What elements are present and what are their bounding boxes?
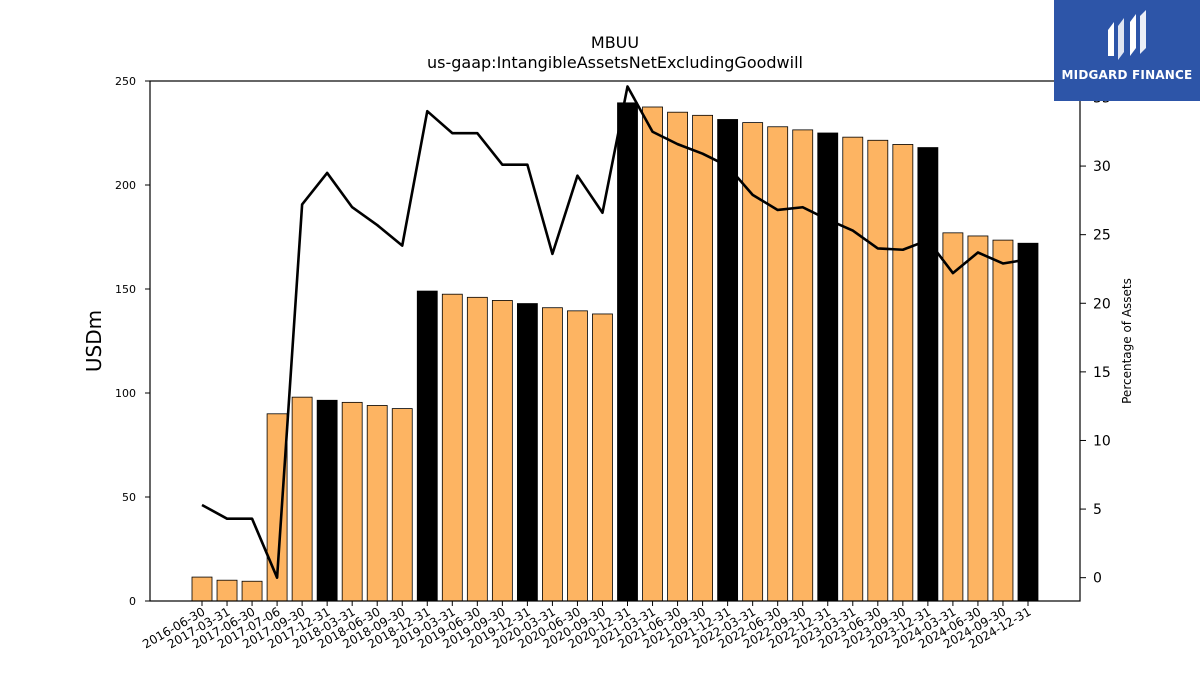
bar-2021-06-30: [667, 111, 688, 602]
y2-tick-label: 20: [1093, 296, 1111, 312]
bar-2019-09-30: [491, 300, 513, 602]
bar-2020-12-31: [617, 102, 638, 602]
y2-tick-label: 5: [1093, 502, 1102, 518]
plot-frame: [149, 80, 1081, 602]
y2-tick-label: 0: [1093, 571, 1102, 587]
bar-2018-06-30: [366, 405, 388, 602]
y2-tick-label: 25: [1093, 228, 1111, 244]
bar-2023-09-30: [892, 144, 914, 602]
bar-2017-09-30: [291, 396, 313, 602]
bar-2018-09-30: [391, 408, 413, 602]
bar-2022-06-30: [767, 126, 789, 602]
bar-2023-03-31: [842, 136, 864, 602]
y-tick-label: 250: [115, 75, 136, 88]
bar-2024-09-30: [992, 239, 1014, 602]
bar-2022-12-31: [817, 132, 839, 602]
y-tick-label: 200: [115, 179, 136, 192]
chart-subtitle: us-gaap:IntangibleAssetsNetExcludingGood…: [427, 53, 803, 72]
x-axis: 2016-06-302017-03-312017-06-302017-07-06…: [140, 601, 1033, 651]
percentage-line: [201, 85, 1029, 579]
bar-2017-06-30: [241, 580, 263, 602]
bar-2021-12-31: [717, 119, 739, 602]
bar-2018-03-31: [341, 401, 363, 602]
bar-2024-06-30: [967, 235, 989, 602]
bar-2016-06-30: [191, 576, 213, 602]
bar-2024-03-31: [942, 232, 964, 602]
bar-2021-09-30: [692, 114, 713, 602]
chart-title: MBUU: [591, 33, 639, 52]
bar-2018-12-31: [416, 290, 438, 602]
bar-2019-03-31: [441, 293, 463, 602]
y2-tick-label: 15: [1093, 365, 1111, 381]
y2-axis: 05101520253035: [1080, 90, 1111, 587]
brand-logo: MIDGARD FINANCE: [1054, 0, 1200, 101]
y-tick-label: 50: [122, 491, 136, 504]
bar-2019-06-30: [466, 296, 488, 602]
bar-2021-03-31: [642, 106, 663, 602]
bar-2017-03-31: [216, 579, 238, 602]
midgard-logo-icon: [1108, 10, 1146, 60]
bar-2020-09-30: [592, 313, 613, 602]
y-tick-label: 0: [129, 595, 136, 608]
y-axis-label: USDm: [82, 310, 106, 372]
y-axis: 0 50 100 150 200 250: [115, 75, 150, 608]
bar-2023-06-30: [867, 139, 889, 602]
bar-2020-06-30: [567, 310, 588, 602]
bar-2019-12-31: [516, 303, 538, 602]
y2-tick-label: 10: [1093, 433, 1111, 449]
bar-2017-12-31: [316, 399, 338, 602]
bar-2022-09-30: [792, 129, 814, 602]
y-tick-label: 100: [115, 387, 136, 400]
bar-2020-03-31: [542, 307, 563, 602]
y2-tick-label: 30: [1093, 159, 1111, 175]
bar-2023-12-31: [917, 147, 939, 602]
bars: [191, 102, 1039, 602]
y-tick-label: 150: [115, 283, 136, 296]
logo-text: MIDGARD FINANCE: [1061, 68, 1193, 82]
bar-2024-12-31: [1017, 242, 1039, 602]
y2-axis-label: Percentage of Assets: [1120, 278, 1134, 404]
line-layer: [201, 85, 1029, 579]
